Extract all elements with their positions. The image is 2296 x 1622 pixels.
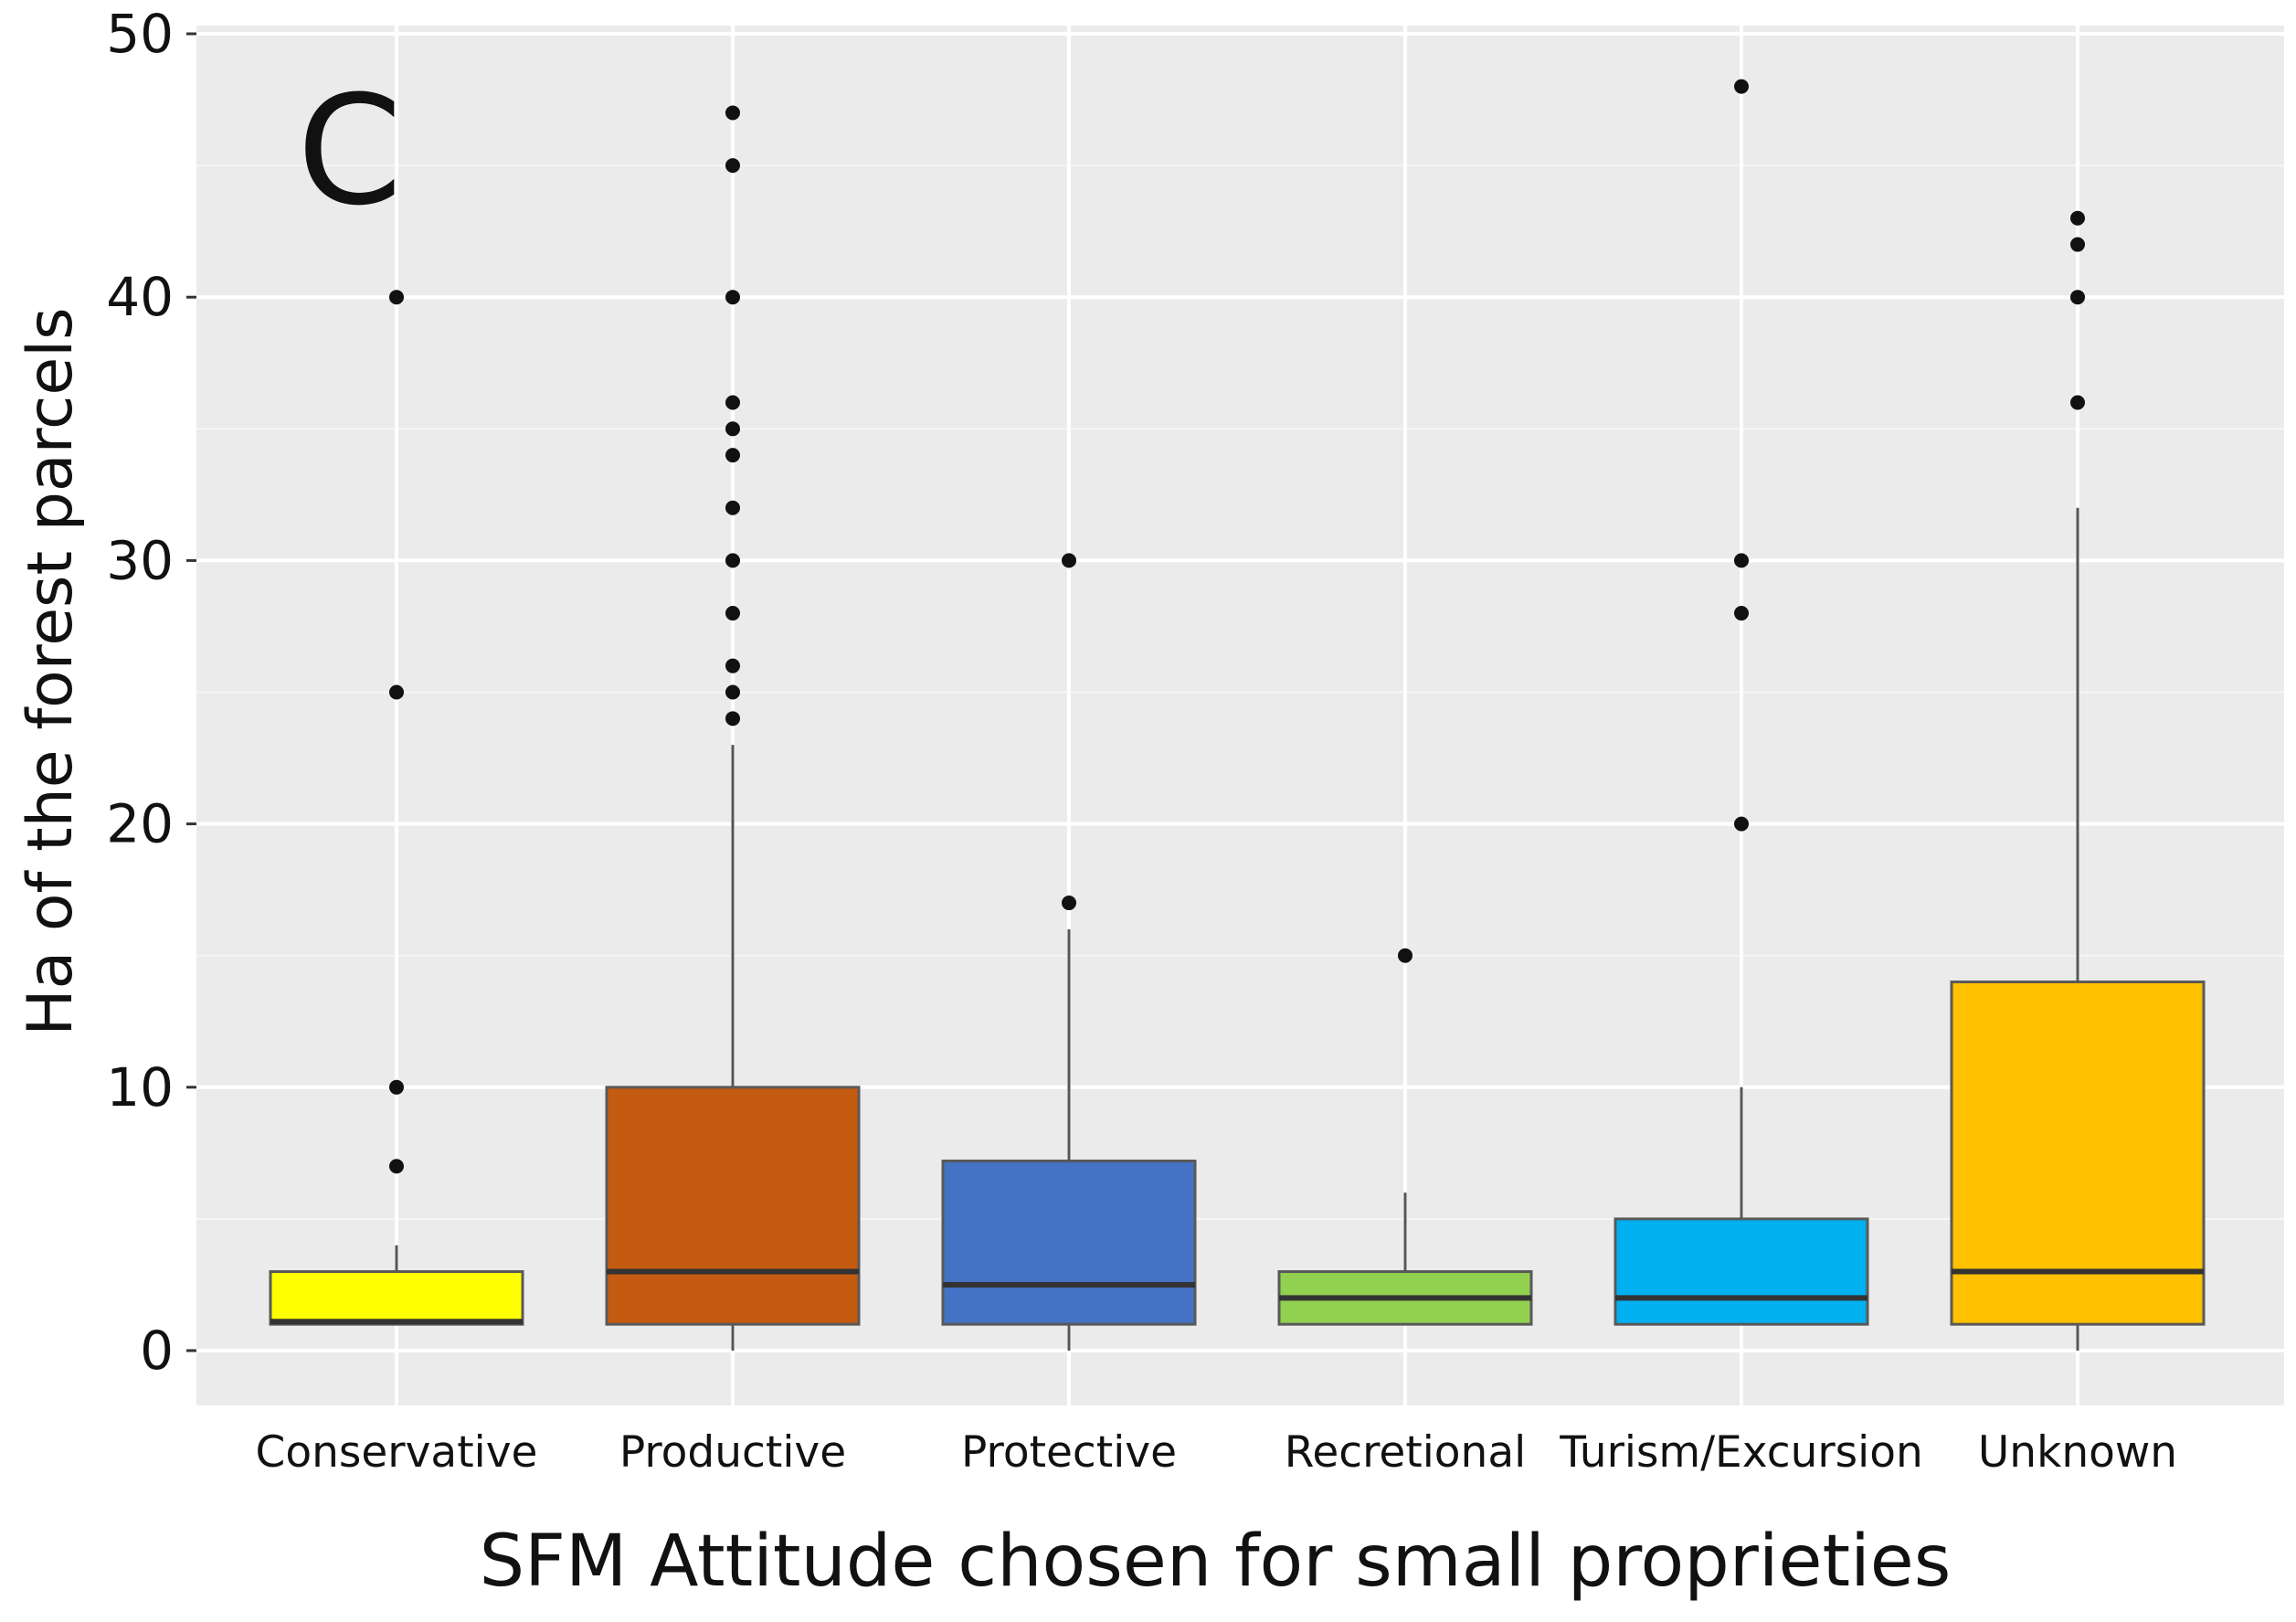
outlier-point [1734, 553, 1749, 568]
outlier-point [725, 448, 740, 463]
y-tick-label: 10 [106, 1056, 174, 1118]
panel-letter: C [297, 63, 402, 239]
outlier-point [2070, 395, 2085, 410]
outlier-point [389, 1079, 404, 1095]
outlier-point [725, 684, 740, 700]
box-recretional [1277, 948, 1533, 1326]
x-tick-label: Unknown [1978, 1427, 2177, 1478]
outlier-point [1734, 606, 1749, 621]
y-axis-label: Ha of the forest parcels [15, 307, 87, 1035]
outlier-point [725, 105, 740, 121]
outlier-point [725, 290, 740, 305]
outlier-point [725, 395, 740, 410]
outlier-point [725, 658, 740, 673]
outlier-point [725, 421, 740, 437]
box-body [1614, 1217, 1869, 1326]
outlier-point [725, 500, 740, 515]
outlier-point [1398, 948, 1413, 963]
outlier-point [725, 606, 740, 621]
outlier-point [2070, 290, 2085, 305]
y-tick-label: 0 [140, 1320, 174, 1382]
box-productive [605, 105, 861, 1351]
box-unknown [1950, 210, 2206, 1351]
outlier-point [389, 1159, 404, 1174]
outlier-point [725, 711, 740, 726]
box-series [269, 79, 2206, 1351]
x-tick-label: Protective [961, 1427, 1177, 1478]
outlier-point [1062, 896, 1076, 911]
x-tick-label: Turism/Excursion [1559, 1427, 1923, 1478]
outlier-point [2070, 210, 2085, 226]
x-tick-label: Recretional [1285, 1427, 1526, 1478]
y-tick-label: 30 [106, 529, 174, 591]
x-axis-label: SFM Attitude chosen for small proprietie… [480, 1521, 1952, 1603]
box-body [269, 1270, 524, 1326]
outlier-point [2070, 237, 2085, 252]
y-tick-label: 40 [106, 266, 174, 328]
outlier-point [725, 158, 740, 174]
grid-lines [196, 26, 2284, 1405]
box-turism-excursion [1614, 79, 1869, 1326]
box-body [941, 1159, 1197, 1326]
y-tick-label: 20 [106, 793, 174, 855]
outlier-point [1062, 553, 1076, 568]
x-tick-label: Productive [619, 1427, 846, 1478]
outlier-point [725, 553, 740, 568]
box-body [605, 1086, 861, 1326]
outlier-point [389, 290, 404, 305]
outlier-point [1734, 816, 1749, 832]
y-tick-label: 50 [106, 3, 174, 65]
x-axis-ticks: Conservative Productive Protective Recretio… [256, 1427, 2178, 1478]
y-axis-ticks: 0 10 20 30 40 50 [106, 3, 196, 1382]
box-conservative [269, 290, 524, 1326]
outlier-point [389, 684, 404, 700]
box-body [1950, 981, 2206, 1326]
outlier-point [1734, 79, 1749, 94]
box-protective [941, 553, 1197, 1351]
x-tick-label: Conservative [256, 1427, 538, 1478]
plot-panel [196, 26, 2284, 1405]
